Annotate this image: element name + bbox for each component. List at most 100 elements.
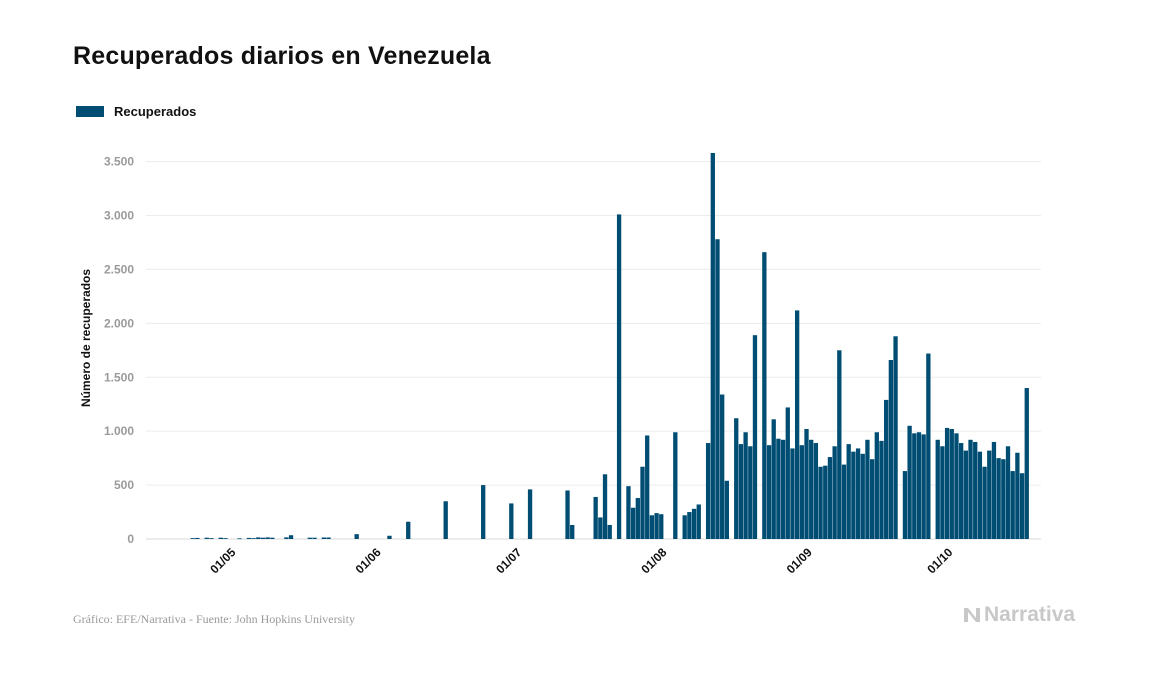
bar: [748, 446, 753, 539]
bar: [771, 419, 776, 539]
y-tick-label: 3.500: [104, 155, 134, 169]
bars: [190, 152, 1029, 540]
bar: [982, 466, 987, 539]
bar: [715, 239, 720, 540]
bar: [869, 459, 875, 539]
bar: [630, 507, 636, 539]
bar: [888, 360, 894, 539]
bar: [827, 457, 833, 539]
bar: [687, 512, 692, 539]
bar: [987, 450, 992, 539]
bar: [307, 537, 312, 539]
bar: [645, 435, 650, 539]
bar: [654, 513, 659, 539]
bar: [832, 446, 837, 539]
bar: [973, 441, 978, 539]
bar: [940, 446, 945, 539]
bar: [799, 445, 804, 539]
y-tick-label: 3.000: [104, 209, 134, 223]
bar: [963, 450, 968, 539]
legend-label: Recuperados: [114, 104, 197, 119]
bar: [743, 432, 748, 539]
bar: [251, 538, 256, 539]
bar: [312, 537, 317, 539]
bar: [223, 538, 228, 539]
bar: [959, 443, 964, 539]
y-tick-label: 2.500: [104, 262, 134, 276]
bar: [265, 537, 270, 539]
bar: [991, 441, 997, 539]
bar: [260, 537, 266, 539]
bar: [865, 439, 870, 539]
bar: [884, 399, 889, 539]
y-tick-label: 2.000: [104, 316, 134, 330]
bar: [649, 515, 655, 539]
bar: [565, 490, 570, 539]
bar: [977, 451, 983, 539]
bar: [893, 336, 898, 539]
bar: [790, 448, 795, 539]
source-footnote: Gráfico: EFE/Narrativa - Fuente: John Ho…: [73, 612, 355, 626]
bar: [851, 451, 856, 539]
bar: [724, 480, 730, 539]
bar: [616, 214, 622, 540]
bar: [879, 440, 884, 539]
bar: [406, 521, 411, 539]
bar: [794, 310, 800, 539]
bar: [593, 496, 598, 539]
bar: [635, 498, 640, 539]
bar: [326, 537, 331, 539]
bar: [935, 439, 940, 539]
bar: [954, 433, 959, 539]
legend-swatch: [76, 106, 104, 117]
bar: [602, 474, 608, 539]
bar: [921, 434, 926, 539]
bar: [705, 443, 711, 539]
bar: [195, 537, 200, 539]
bar: [926, 353, 931, 539]
bar: [659, 514, 664, 539]
brand-logo: Narrativa: [963, 603, 1075, 627]
brand-name: Narrativa: [984, 603, 1076, 626]
bar: [776, 438, 781, 539]
bar: [762, 252, 767, 540]
bar: [354, 534, 359, 539]
bar: [691, 508, 697, 539]
bar: [785, 407, 790, 539]
legend: Recuperados: [76, 104, 196, 119]
bar: [237, 538, 242, 540]
bar: [710, 152, 715, 539]
bar: [813, 443, 819, 539]
bar: [818, 466, 823, 539]
bar: [996, 458, 1001, 539]
y-tick-label: 1.500: [104, 370, 134, 384]
bar: [1024, 388, 1029, 539]
y-tick-label: 0: [127, 532, 134, 546]
y-axis-ticks: 0 500 1.000 1.500 2.000 2.500 3.000 3.500: [104, 155, 134, 546]
bar: [738, 444, 744, 539]
x-tick-label: 01/09: [784, 545, 815, 576]
bar: [916, 432, 922, 539]
bar: [804, 429, 809, 539]
x-tick-label: 01/06: [353, 545, 384, 576]
bar: [855, 448, 861, 539]
bar: [443, 501, 448, 539]
bar: [720, 394, 725, 539]
bar: [1019, 473, 1025, 539]
bar: [1001, 459, 1006, 539]
bar: [696, 504, 701, 539]
chart-title: Recuperados diarios en Venezuela: [73, 42, 491, 70]
bar: [682, 515, 687, 539]
bar: [246, 537, 252, 539]
bar: [190, 538, 195, 539]
bar: [321, 537, 327, 539]
bar: [1010, 471, 1015, 539]
bar: [809, 439, 814, 539]
bar: [841, 464, 847, 539]
x-tick-label: 01/07: [493, 545, 524, 576]
bar: [1015, 452, 1020, 539]
bar: [944, 427, 950, 539]
bar: [734, 418, 739, 539]
bar: [907, 425, 912, 539]
